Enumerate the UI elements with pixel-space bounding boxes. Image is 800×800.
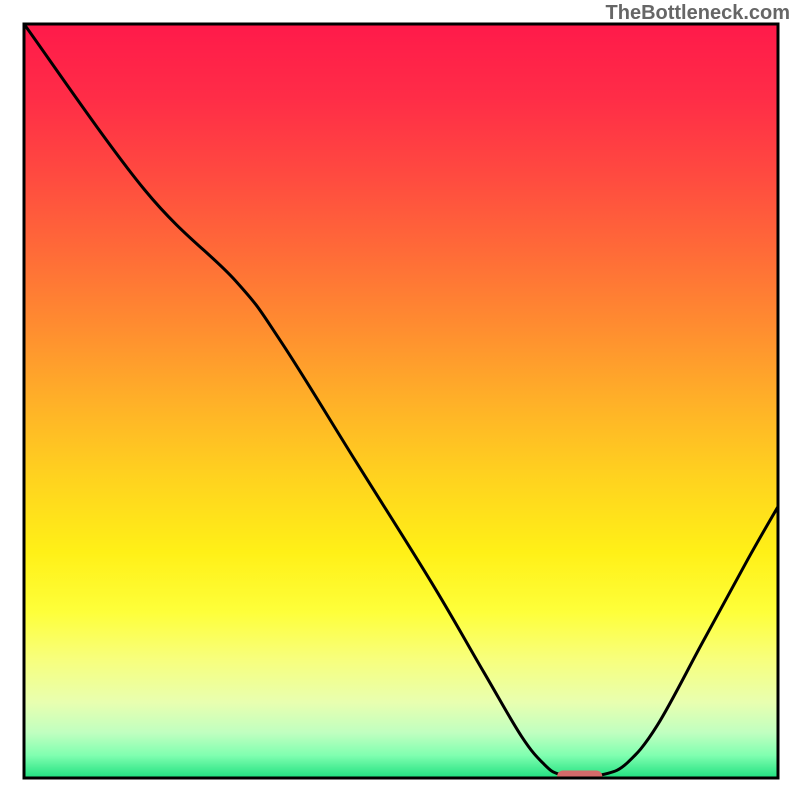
optimal-marker (557, 770, 602, 782)
chart-container: TheBottleneck.com (0, 0, 800, 800)
bottleneck-chart (0, 0, 800, 800)
watermark-text: TheBottleneck.com (606, 2, 790, 25)
gradient-background (24, 24, 778, 778)
